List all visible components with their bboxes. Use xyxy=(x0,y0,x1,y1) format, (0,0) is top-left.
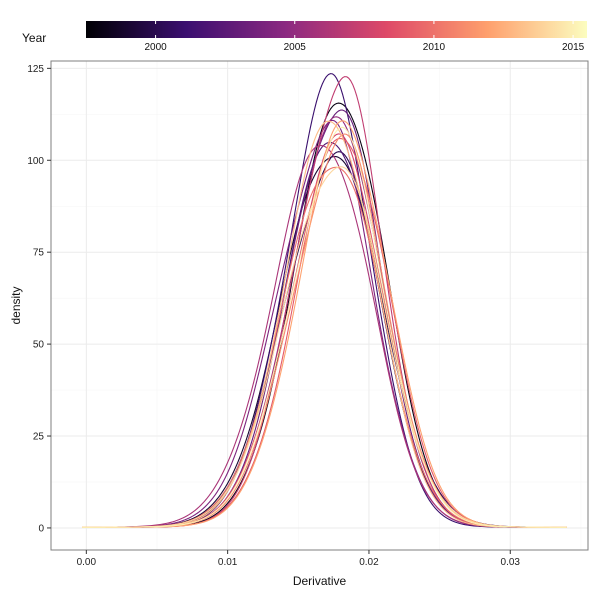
x-axis: 0.00 0.01 0.02 0.03 xyxy=(77,550,521,568)
y-axis-title: density xyxy=(9,286,23,324)
legend: Year 2000 2005 2010 2015 xyxy=(22,21,587,53)
density-curve-2015 xyxy=(82,126,567,528)
y-tick-label: 25 xyxy=(33,432,45,443)
grid xyxy=(51,61,588,550)
y-tick-label: 100 xyxy=(27,156,44,167)
legend-tick-label: 2010 xyxy=(423,42,446,53)
plot-border xyxy=(50,60,589,551)
x-tick-label: 0.02 xyxy=(359,557,379,568)
legend-tick-label: 2005 xyxy=(284,42,307,53)
plot-panel xyxy=(50,60,589,551)
plot-background xyxy=(51,61,588,550)
legend-tick-label: 2000 xyxy=(144,42,167,53)
density-curves xyxy=(82,73,567,528)
legend-colorbar xyxy=(86,21,587,38)
y-tick-label: 125 xyxy=(27,64,44,75)
x-tick-label: 0.03 xyxy=(501,557,521,568)
legend-tick-label: 2015 xyxy=(562,42,585,53)
y-tick-label: 0 xyxy=(38,523,44,534)
y-tick-label: 75 xyxy=(33,248,45,259)
x-axis-title: Derivative xyxy=(293,574,347,588)
y-tick-label: 50 xyxy=(33,340,45,351)
x-tick-label: 0.01 xyxy=(218,557,238,568)
legend-ticks: 2000 2005 2010 2015 xyxy=(144,21,585,53)
y-axis: 0 25 50 75 100 125 xyxy=(27,64,51,534)
x-tick-label: 0.00 xyxy=(77,557,97,568)
legend-title: Year xyxy=(22,31,46,45)
